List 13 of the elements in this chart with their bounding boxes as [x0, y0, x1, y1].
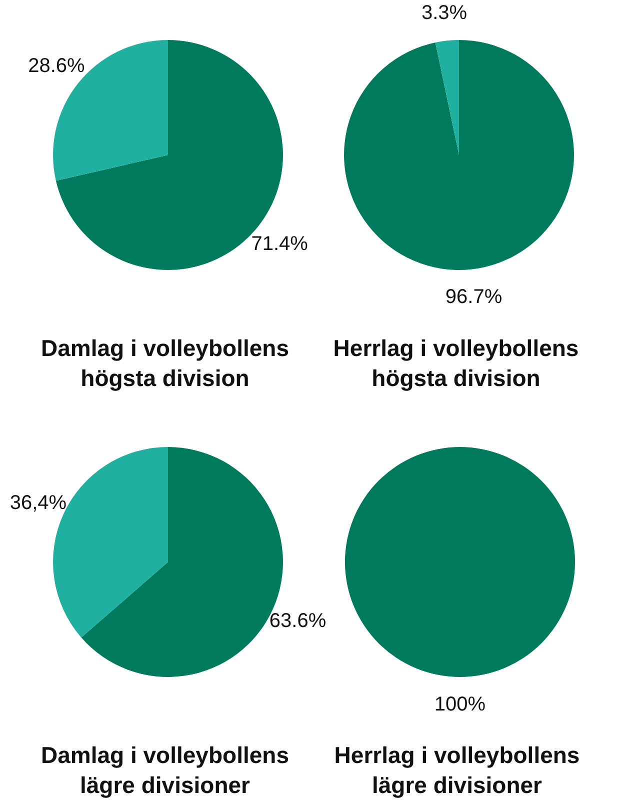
data-label: 100%	[434, 694, 486, 716]
text: Damlag i volleybollens högsta division	[41, 335, 289, 391]
pie-slice	[344, 40, 574, 270]
data-label: 63.6%	[269, 610, 326, 632]
data-label: 3.3%	[421, 2, 468, 24]
data-label: 71.4%	[251, 232, 308, 255]
text: Herrlag i volleybollens högsta division	[333, 335, 579, 391]
text: Herrlag i volleybollens lägre divisioner	[334, 742, 580, 798]
data-label: 36,4%	[10, 492, 67, 514]
text: Damlag i volleybollens lägre divisioner	[41, 742, 289, 798]
data-label: 28.6%	[28, 55, 85, 78]
data-label: 96.7%	[445, 286, 502, 308]
pie-slice	[435, 40, 459, 155]
